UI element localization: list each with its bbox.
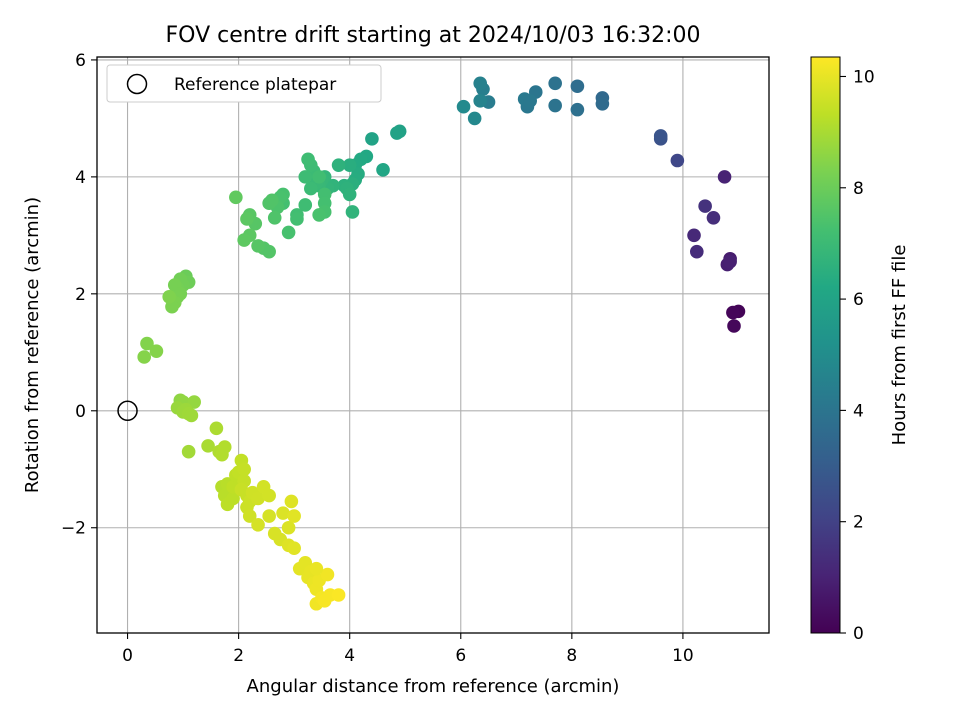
data-point	[320, 567, 335, 582]
data-point	[237, 462, 251, 477]
data-point	[548, 76, 562, 91]
data-point	[390, 126, 404, 140]
data-point	[140, 336, 154, 351]
data-point	[698, 199, 712, 213]
data-point	[184, 408, 199, 423]
data-point	[312, 170, 326, 184]
data-point	[523, 94, 537, 108]
data-point	[301, 152, 315, 167]
data-point	[473, 94, 488, 108]
data-points	[137, 76, 746, 611]
legend-box	[106, 64, 382, 103]
data-point	[267, 211, 282, 225]
data-point	[312, 208, 326, 222]
colorbar-tick-label: 10	[853, 67, 875, 87]
y-tick-label: 2	[75, 285, 86, 305]
data-point	[670, 153, 685, 168]
data-point	[342, 158, 357, 172]
data-point	[287, 509, 301, 523]
data-point	[467, 111, 482, 126]
y-tick-label: 0	[75, 402, 86, 422]
data-point	[262, 488, 276, 503]
data-point	[687, 228, 701, 243]
data-point	[137, 350, 152, 364]
data-point	[304, 181, 318, 196]
data-point	[345, 205, 360, 219]
data-point	[706, 211, 721, 225]
colorbar-ticks: 0 2 4 6 8 10	[840, 67, 875, 644]
y-axis-ticks: −2 0 2 4 6	[61, 51, 97, 539]
data-point	[209, 421, 224, 436]
reference-marker	[117, 400, 138, 422]
data-point	[331, 588, 346, 602]
chart-title: FOV centre drift starting at 2024/10/03 …	[166, 23, 701, 48]
data-point	[281, 225, 296, 240]
data-point	[290, 212, 304, 226]
data-point	[217, 440, 232, 454]
y-tick-label: 4	[75, 168, 86, 188]
data-point	[251, 491, 265, 506]
data-point	[376, 163, 390, 177]
data-point	[595, 96, 610, 111]
data-point	[251, 518, 265, 532]
data-point	[298, 170, 313, 184]
data-point	[653, 129, 668, 143]
x-tick-label: 6	[455, 646, 466, 666]
data-point	[237, 233, 251, 247]
data-point	[229, 190, 243, 205]
data-point	[570, 79, 585, 94]
data-point	[287, 541, 301, 556]
data-point	[149, 344, 164, 358]
data-point	[298, 198, 313, 212]
data-point	[162, 289, 176, 304]
data-point	[262, 509, 276, 523]
plot-frame	[96, 56, 770, 634]
x-tick-label: 2	[233, 646, 244, 666]
data-point	[201, 439, 215, 453]
x-axis-ticks: 0 2 4 6 8 10	[122, 633, 694, 666]
data-point	[240, 212, 254, 226]
x-tick-label: 8	[566, 646, 577, 666]
colorbar	[810, 56, 841, 634]
data-point	[723, 254, 737, 269]
data-point	[727, 319, 741, 333]
grid-lines	[97, 57, 769, 633]
data-point	[473, 76, 488, 91]
data-point	[181, 444, 196, 459]
data-point	[242, 509, 257, 523]
data-point	[284, 494, 299, 509]
colorbar-label: Hours from first FF file	[889, 245, 910, 446]
data-point	[262, 196, 276, 210]
colorbar-tick-label: 8	[853, 179, 864, 199]
colorbar-tick-label: 4	[853, 401, 864, 421]
data-point	[331, 158, 346, 172]
data-point	[342, 187, 357, 202]
data-point	[548, 98, 562, 113]
x-axis-label: Angular distance from reference (arcmin)	[247, 676, 620, 697]
data-point	[276, 506, 290, 520]
data-point	[717, 170, 732, 184]
legend-marker-icon	[126, 73, 148, 95]
y-axis-label: Rotation from reference (arcmin)	[22, 197, 43, 493]
legend-label: Reference platepar	[174, 75, 336, 95]
colorbar-tick-label: 0	[853, 624, 864, 644]
y-tick-label: 6	[75, 51, 86, 71]
x-tick-label: 4	[344, 646, 355, 666]
data-point	[690, 244, 704, 259]
data-point	[726, 305, 740, 320]
legend: Reference platepar	[106, 64, 382, 103]
x-tick-label: 10	[672, 646, 694, 666]
data-point	[456, 99, 471, 114]
data-point	[570, 102, 585, 117]
data-point	[226, 491, 240, 506]
data-point	[251, 239, 265, 253]
data-point	[281, 520, 296, 535]
data-point	[309, 561, 324, 576]
x-tick-label: 0	[122, 646, 133, 666]
colorbar-tick-label: 2	[853, 513, 864, 533]
colorbar-tick-label: 6	[853, 290, 864, 310]
y-tick-label: −2	[61, 519, 86, 539]
data-point	[365, 132, 379, 146]
